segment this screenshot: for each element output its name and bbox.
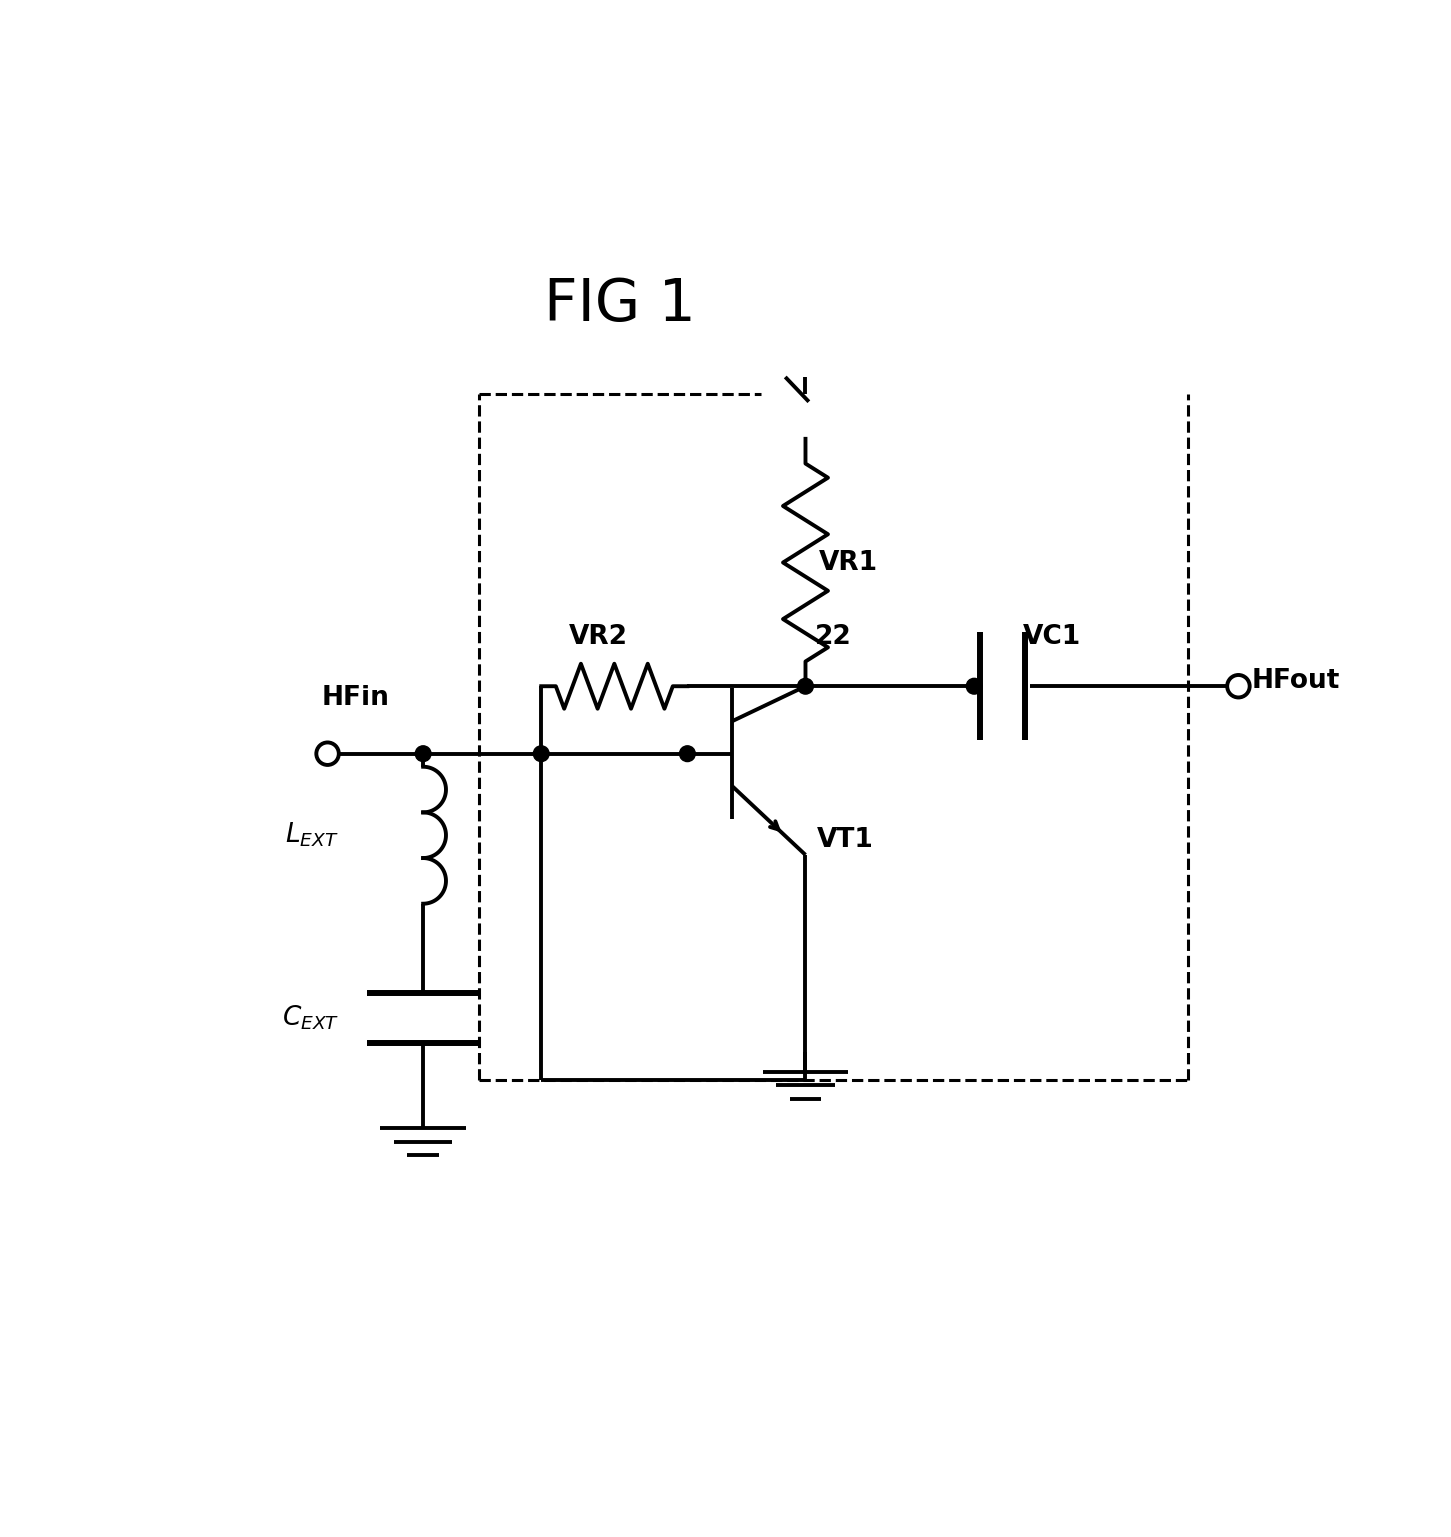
Text: $\mathit{C}_{EXT}$: $\mathit{C}_{EXT}$	[281, 1004, 340, 1033]
Circle shape	[316, 742, 340, 765]
Text: VT1: VT1	[817, 827, 874, 853]
Circle shape	[415, 745, 431, 761]
Text: VR2: VR2	[569, 624, 628, 650]
Text: VC1: VC1	[1023, 624, 1081, 650]
Text: $\mathit{L}_{EXT}$: $\mathit{L}_{EXT}$	[286, 821, 340, 850]
Text: HFin: HFin	[322, 686, 390, 712]
Circle shape	[966, 678, 982, 695]
Circle shape	[1228, 675, 1249, 698]
Text: HFout: HFout	[1252, 667, 1341, 693]
Text: FIG 1: FIG 1	[544, 275, 696, 334]
Text: VR1: VR1	[818, 550, 878, 575]
Circle shape	[534, 745, 548, 761]
Circle shape	[679, 745, 695, 761]
Text: 22: 22	[814, 624, 852, 650]
Circle shape	[798, 678, 814, 695]
